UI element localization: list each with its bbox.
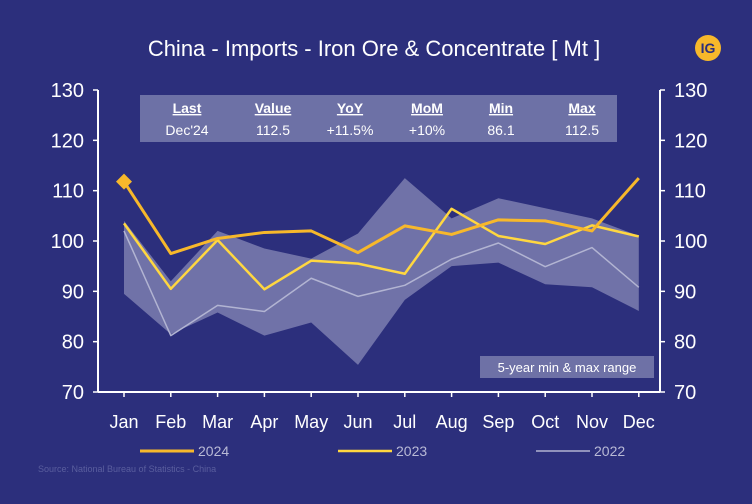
range-label: 5-year min & max range: [498, 360, 637, 375]
y-tick-label-left: 90: [62, 281, 84, 303]
y-tick-label-right: 130: [674, 80, 707, 102]
plot-area: 70 70 80 80 90 90 100 100 110 110 120 120 130 130 Jan F…: [51, 80, 708, 432]
stats-value: 112.5: [565, 122, 599, 138]
y-tick-label-left: 120: [51, 130, 84, 152]
series-line-2024: [122, 177, 640, 256]
source-note: Source: National Bureau of Statistics - …: [38, 464, 216, 474]
stats-header: MoM: [411, 100, 443, 116]
x-tick-label: Sep: [482, 412, 514, 432]
y-tick-label-right: 90: [674, 281, 696, 303]
series-marker-2024: [116, 173, 132, 190]
x-tick-label: May: [294, 412, 328, 432]
stats-value: 86.1: [487, 122, 514, 138]
y-tick-label-left: 110: [52, 181, 84, 203]
x-tick-label: Jun: [343, 412, 372, 432]
series-line-2022: [123, 230, 640, 337]
stats-value: +11.5%: [327, 122, 374, 138]
y-tick-label-right: 70: [674, 382, 696, 404]
stats-value: 112.5: [256, 122, 290, 138]
y-tick-label-right: 110: [674, 181, 706, 203]
x-tick-label: Jul: [393, 412, 416, 432]
x-tick-label: Jan: [109, 412, 138, 432]
y-tick-label-right: 100: [674, 231, 707, 253]
stats-header: Max: [568, 100, 595, 116]
x-tick-label: Oct: [531, 412, 559, 432]
chart-title: China - Imports - Iron Ore & Concentrate…: [148, 36, 600, 61]
stats-header: Value: [255, 100, 292, 116]
series-line-2023: [122, 207, 640, 291]
range-band: [124, 178, 639, 365]
x-tick-label: Apr: [250, 412, 278, 432]
ig-logo-circle: [695, 35, 721, 61]
y-tick-label-left: 70: [62, 382, 84, 404]
x-tick-label: Feb: [155, 412, 186, 432]
y-tick-label-left: 100: [51, 231, 84, 253]
legend-label-2023: 2023: [396, 443, 427, 459]
x-tick-label: Mar: [202, 412, 233, 432]
stats-header: YoY: [337, 100, 364, 116]
stats-value: Dec'24: [165, 122, 208, 138]
stats-header: Min: [489, 100, 513, 116]
stats-value: +10%: [409, 122, 445, 138]
legend-label-2022: 2022: [594, 443, 625, 459]
x-tick-label: Nov: [576, 412, 608, 432]
y-tick-label-left: 80: [62, 332, 84, 354]
y-tick-label-right: 120: [674, 130, 707, 152]
ig-logo-text: IG: [701, 40, 716, 56]
x-tick-label: Aug: [436, 412, 468, 432]
y-tick-label-left: 130: [51, 80, 84, 102]
ig-logo: IG: [695, 35, 721, 61]
range-label-box: [480, 356, 654, 378]
stats-table: Last Value YoY MoM Min Max Dec'24 112.5 +11.5% +1…: [165, 100, 599, 138]
stats-header: Last: [173, 100, 202, 116]
legend: 2024 2023 2022: [140, 443, 625, 459]
x-tick-label: Dec: [623, 412, 655, 432]
stats-box: [140, 95, 617, 142]
legend-label-2024: 2024: [198, 443, 229, 459]
y-tick-label-right: 80: [674, 332, 696, 354]
